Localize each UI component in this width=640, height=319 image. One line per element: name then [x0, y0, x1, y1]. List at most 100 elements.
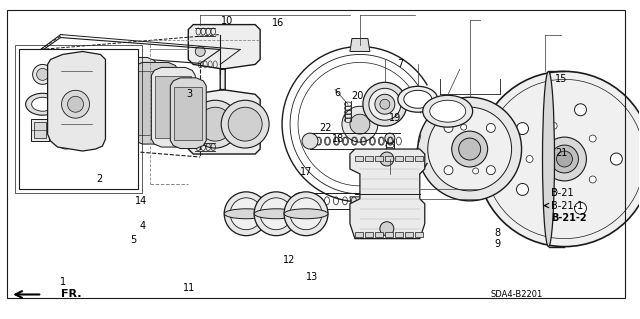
Bar	[19, 49, 138, 189]
Polygon shape	[56, 60, 106, 138]
Ellipse shape	[59, 93, 93, 115]
Circle shape	[221, 100, 269, 148]
Circle shape	[589, 176, 596, 183]
Ellipse shape	[65, 97, 86, 111]
Text: 6: 6	[335, 88, 341, 98]
Text: 8: 8	[495, 227, 500, 238]
Bar	[355, 232, 363, 237]
Polygon shape	[350, 197, 370, 210]
Circle shape	[342, 106, 378, 142]
Circle shape	[68, 96, 83, 112]
Circle shape	[81, 130, 99, 148]
Circle shape	[61, 137, 70, 145]
Circle shape	[385, 133, 395, 143]
Circle shape	[473, 168, 479, 174]
Circle shape	[516, 122, 529, 135]
Polygon shape	[86, 63, 131, 131]
Circle shape	[418, 97, 522, 201]
Circle shape	[230, 198, 262, 230]
Ellipse shape	[26, 93, 60, 115]
Polygon shape	[152, 67, 195, 147]
Polygon shape	[350, 149, 425, 239]
Circle shape	[428, 107, 511, 191]
Circle shape	[61, 90, 90, 118]
Text: 19: 19	[389, 113, 401, 123]
Bar	[385, 156, 393, 161]
Text: 18: 18	[332, 134, 344, 144]
Text: 12: 12	[283, 255, 296, 264]
Ellipse shape	[543, 71, 554, 247]
Text: 4: 4	[140, 221, 145, 231]
Circle shape	[63, 68, 74, 80]
Circle shape	[292, 193, 308, 209]
Bar	[395, 232, 403, 237]
Circle shape	[350, 114, 370, 134]
Text: 1: 1	[60, 277, 67, 287]
Circle shape	[195, 47, 205, 56]
Polygon shape	[109, 57, 157, 141]
Circle shape	[375, 94, 395, 114]
Text: 7: 7	[397, 59, 403, 69]
Bar	[415, 232, 423, 237]
Circle shape	[260, 198, 292, 230]
Circle shape	[461, 124, 467, 130]
Text: 9: 9	[495, 239, 500, 249]
Circle shape	[224, 192, 268, 236]
Circle shape	[543, 137, 586, 181]
Bar	[395, 156, 403, 161]
Text: 20: 20	[351, 91, 364, 101]
Text: 13: 13	[306, 272, 319, 282]
Bar	[385, 232, 393, 237]
Text: 22: 22	[319, 123, 332, 133]
Circle shape	[575, 202, 586, 214]
Circle shape	[59, 64, 79, 84]
Circle shape	[369, 88, 401, 120]
Polygon shape	[156, 76, 191, 138]
Circle shape	[526, 156, 533, 162]
Bar	[355, 156, 363, 161]
Text: 2: 2	[97, 174, 103, 183]
Circle shape	[36, 68, 49, 80]
Polygon shape	[132, 63, 179, 144]
Ellipse shape	[31, 97, 54, 111]
Circle shape	[459, 138, 481, 160]
Polygon shape	[136, 71, 174, 135]
Text: 16: 16	[273, 18, 285, 28]
Polygon shape	[188, 25, 260, 154]
Circle shape	[550, 145, 579, 173]
Circle shape	[58, 133, 74, 149]
Text: SDA4-B2201: SDA4-B2201	[491, 290, 543, 299]
Circle shape	[228, 107, 262, 141]
Ellipse shape	[404, 90, 432, 108]
Polygon shape	[83, 55, 134, 140]
Circle shape	[380, 152, 394, 166]
Text: B-21: B-21	[551, 188, 574, 198]
Circle shape	[380, 99, 390, 109]
Polygon shape	[47, 51, 106, 151]
Circle shape	[486, 123, 495, 132]
Text: B-21-1: B-21-1	[551, 201, 584, 211]
Circle shape	[611, 153, 622, 165]
Circle shape	[550, 122, 557, 129]
Ellipse shape	[430, 100, 466, 122]
Text: 17: 17	[300, 167, 312, 177]
Circle shape	[284, 192, 328, 236]
Text: 3: 3	[186, 89, 192, 100]
Circle shape	[302, 133, 318, 149]
Circle shape	[444, 123, 453, 132]
Text: B-21-2: B-21-2	[551, 213, 587, 223]
Text: 11: 11	[183, 283, 195, 293]
Polygon shape	[52, 51, 109, 147]
Circle shape	[486, 166, 495, 174]
Ellipse shape	[423, 95, 473, 127]
Ellipse shape	[254, 209, 298, 219]
Bar	[15, 46, 142, 193]
Circle shape	[86, 134, 95, 144]
Circle shape	[444, 166, 453, 174]
Circle shape	[575, 104, 586, 116]
Circle shape	[477, 71, 640, 247]
Bar	[31, 119, 49, 141]
Text: 14: 14	[135, 196, 147, 206]
Bar	[405, 232, 413, 237]
Bar	[34, 122, 45, 138]
